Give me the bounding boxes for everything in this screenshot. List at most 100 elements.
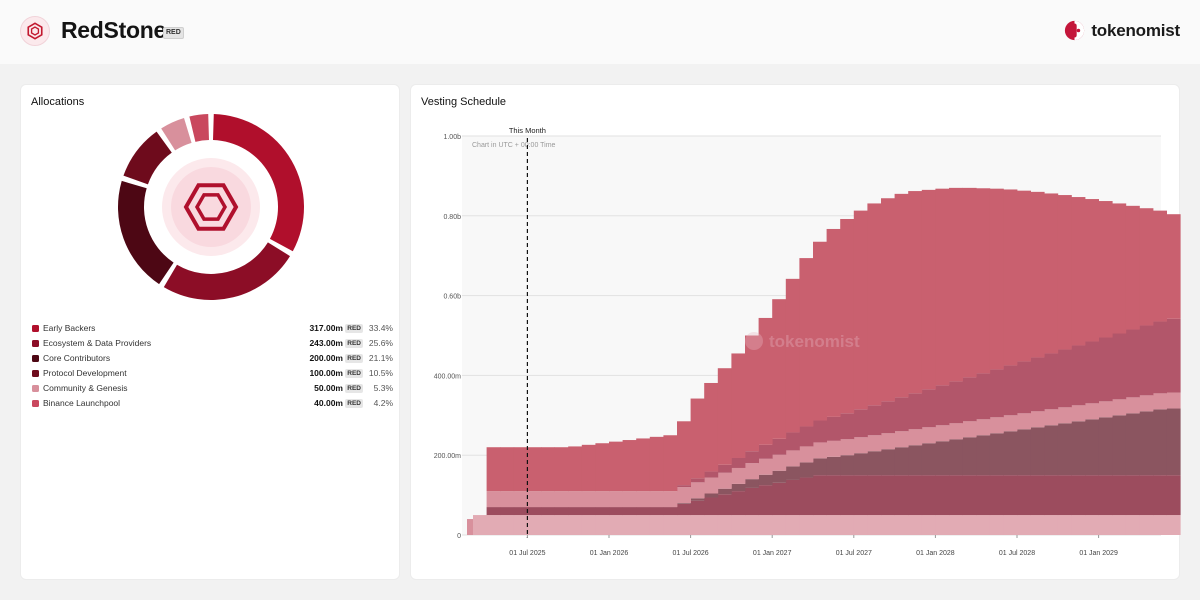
vesting-bar-segment	[1003, 365, 1018, 416]
vesting-bar-segment	[1153, 409, 1167, 476]
legend-label: Community & Genesis	[43, 383, 128, 393]
vesting-bar-segment	[636, 507, 651, 516]
series-area-4	[677, 318, 1181, 488]
vesting-bar-segment	[894, 475, 909, 516]
vesting-bar-segment	[908, 393, 923, 430]
vesting-bar-segment	[826, 456, 841, 476]
vesting-bar-segment	[636, 438, 651, 492]
series-area-3	[486, 392, 1181, 508]
vesting-bar-segment	[935, 441, 950, 476]
vesting-bar-segment	[1071, 475, 1086, 516]
vesting-bar-segment	[731, 457, 746, 468]
vesting-bar-segment	[731, 353, 746, 458]
vesting-bar-segment	[1125, 397, 1140, 414]
legend-row[interactable]: Protocol Development 100.00m RED 10.5%	[31, 366, 393, 381]
vesting-bar-segment	[1139, 515, 1154, 535]
vesting-bar-segment	[622, 491, 637, 508]
vesting-bar-segment	[1166, 408, 1181, 476]
vesting-bar-segment	[799, 462, 814, 478]
legend-row[interactable]: Early Backers 317.00m RED 33.4%	[31, 321, 393, 336]
token-ticker-badge: RED	[163, 27, 184, 39]
vesting-bar-segment	[1003, 415, 1018, 432]
legend-swatch	[32, 355, 39, 362]
legend-swatch	[32, 340, 39, 347]
donut-slice-1[interactable]	[163, 242, 291, 300]
legend-label: Ecosystem & Data Providers	[43, 338, 152, 348]
vesting-bar-segment	[1071, 405, 1086, 422]
vesting-bar-segment	[649, 436, 664, 492]
vesting-bar-segment	[853, 453, 868, 476]
vesting-bar-segment	[1139, 208, 1154, 326]
legend-ticker-badge: RED	[345, 369, 363, 378]
vesting-bar-segment	[881, 449, 895, 476]
legend-row[interactable]: Ecosystem & Data Providers 243.00m RED 25.6…	[31, 336, 393, 351]
legend-percent: 4.2%	[373, 398, 393, 408]
legend-row[interactable]: Binance Launchpool 40.00m RED 4.2%	[31, 396, 393, 411]
donut-slice-2[interactable]	[118, 180, 174, 285]
vesting-bar-segment	[758, 474, 773, 486]
donut-slice-0[interactable]	[213, 114, 304, 252]
vesting-bar-segment	[962, 475, 977, 516]
vesting-schedule-chart: 0 200.00m 400.00m 0.60b 0.80b 1.00b tokenomist…	[434, 126, 1181, 557]
legend-percent: 33.4%	[368, 323, 393, 333]
vesting-bar-segment	[881, 475, 895, 516]
vesting-bar-segment	[1139, 475, 1154, 516]
vesting-bar-segment	[1017, 475, 1031, 516]
vesting-bar-segment	[976, 188, 991, 374]
vesting-bar-segment	[568, 446, 583, 492]
vesting-bar-segment	[1017, 515, 1031, 535]
vesting-bar-segment	[1017, 190, 1031, 362]
vesting-bar-segment	[745, 463, 759, 480]
legend-row[interactable]: Community & Genesis 50.00m RED 5.3%	[31, 381, 393, 396]
vesting-bar-segment	[799, 446, 814, 463]
vesting-bar-segment	[758, 444, 773, 459]
brand-logo[interactable]: tokenomist	[1064, 20, 1180, 41]
legend-amount: 100.00m	[309, 368, 343, 378]
vesting-bar-segment	[1112, 333, 1127, 400]
vesting-bar-segment	[1030, 475, 1045, 516]
vesting-bar-segment	[826, 515, 841, 535]
vesting-bar-segment	[527, 507, 542, 516]
vesting-bar-segment	[527, 491, 542, 508]
vesting-bar-segment	[1166, 392, 1181, 409]
vesting-bar-segment	[1017, 429, 1031, 476]
legend-row[interactable]: Core Contributors 200.00m RED 21.1%	[31, 351, 393, 366]
vesting-bar-segment	[908, 191, 923, 394]
vesting-bar-segment	[486, 447, 501, 492]
vesting-bar-segment	[881, 515, 895, 535]
legend-ticker-badge: RED	[345, 384, 363, 393]
vesting-bar-segment	[1098, 515, 1113, 535]
vesting-bar-segment	[1139, 411, 1154, 476]
vesting-bar-segment	[1071, 197, 1086, 346]
vesting-bar-segment	[962, 187, 977, 378]
vesting-bar-segment	[840, 475, 855, 516]
vesting-bar-segment	[677, 487, 691, 504]
legend-amount: 200.00m	[309, 353, 343, 363]
vesting-bar-segment	[1085, 515, 1099, 535]
vesting-bar-segment	[649, 491, 664, 508]
vesting-bar-segment	[1030, 191, 1045, 358]
vesting-bar-segment	[677, 503, 691, 516]
vesting-bar-segment	[541, 447, 555, 492]
series-area-5	[486, 187, 1181, 492]
vesting-bar-segment	[1057, 423, 1072, 476]
vesting-bar-segment	[581, 515, 596, 535]
vesting-bar-segment	[1139, 395, 1154, 412]
vesting-bar-segment	[881, 433, 895, 450]
vesting-bar-segment	[962, 377, 977, 422]
vesting-bar-segment	[595, 515, 610, 535]
donut-slice-4[interactable]	[161, 118, 192, 151]
vesting-bar-segment	[772, 515, 787, 535]
vesting-bar-segment	[813, 515, 827, 535]
vesting-bar-segment	[1030, 427, 1045, 476]
vesting-bar-segment	[894, 431, 909, 448]
vesting-bar-segment	[799, 426, 814, 447]
donut-slice-3[interactable]	[123, 131, 172, 185]
donut-slice-5[interactable]	[189, 114, 209, 142]
vesting-bar-segment	[1125, 205, 1140, 330]
vesting-bar-segment	[717, 515, 732, 535]
vesting-title: Vesting Schedule	[421, 96, 507, 108]
vesting-bar-segment	[921, 427, 936, 444]
vesting-bar-segment	[1098, 417, 1113, 476]
vesting-bar-segment	[1153, 393, 1167, 410]
